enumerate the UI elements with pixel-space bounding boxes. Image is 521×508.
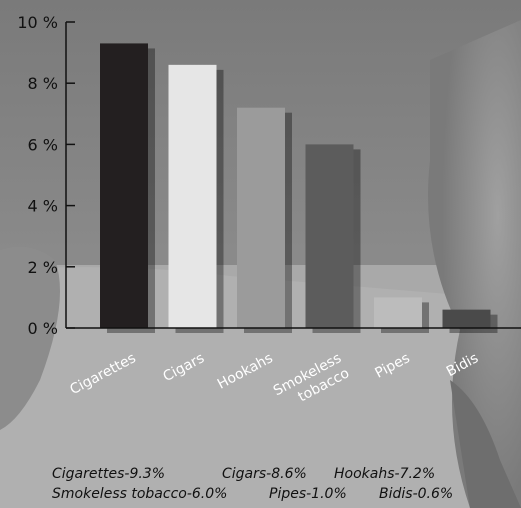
- y-tick-label: 8 %: [28, 74, 58, 93]
- bars: [100, 43, 498, 334]
- category-label-text: Hookahs: [215, 350, 276, 392]
- category-label-2: Hookahs: [215, 350, 276, 392]
- bar-hookahs: [237, 107, 285, 329]
- y-tick-label: 0 %: [28, 319, 58, 338]
- bar-bidis: [442, 309, 491, 328]
- legend-line-1: Cigarettes-9.3% Cigars-8.6% Hookahs-7.2%: [52, 466, 435, 482]
- category-label-5: Bidis: [444, 350, 481, 380]
- category-label-text: Cigarettes: [67, 350, 138, 398]
- bar-cigars: [168, 64, 217, 328]
- legend-line-2: Smokeless tobacco-6.0% Pipes-1.0% Bidis-0.…: [52, 486, 453, 502]
- y-tick-label: 2 %: [28, 258, 58, 277]
- legend-bidis: Bidis-0.6%: [379, 486, 454, 502]
- legend-pipes: Pipes-1.0%: [269, 486, 347, 502]
- legend-cigarettes: Cigarettes-9.3%: [52, 466, 166, 482]
- category-label-4: Pipes: [373, 350, 413, 381]
- y-tick-label: 4 %: [28, 197, 58, 216]
- category-label-0: Cigarettes: [67, 350, 138, 398]
- bar-smokeless-tobacco: [305, 144, 354, 328]
- legend-hookahs: Hookahs-7.2%: [334, 466, 436, 482]
- legend-cigars: Cigars-8.6%: [222, 466, 307, 482]
- bar-pipes: [374, 297, 422, 328]
- legend-smokeless: Smokeless tobacco-6.0%: [52, 486, 228, 502]
- category-label-1: Cigars: [161, 350, 208, 385]
- y-axis: 0 % 2 % 4 % 6 % 8 % 10 %: [17, 13, 75, 338]
- category-label-text: Cigars: [161, 350, 208, 385]
- category-label-text: Bidis: [444, 350, 481, 380]
- y-tick-label: 6 %: [28, 135, 58, 154]
- category-label-text: Pipes: [373, 350, 413, 381]
- bar-cigarettes: [100, 43, 148, 329]
- y-tick-label: 10 %: [17, 13, 58, 32]
